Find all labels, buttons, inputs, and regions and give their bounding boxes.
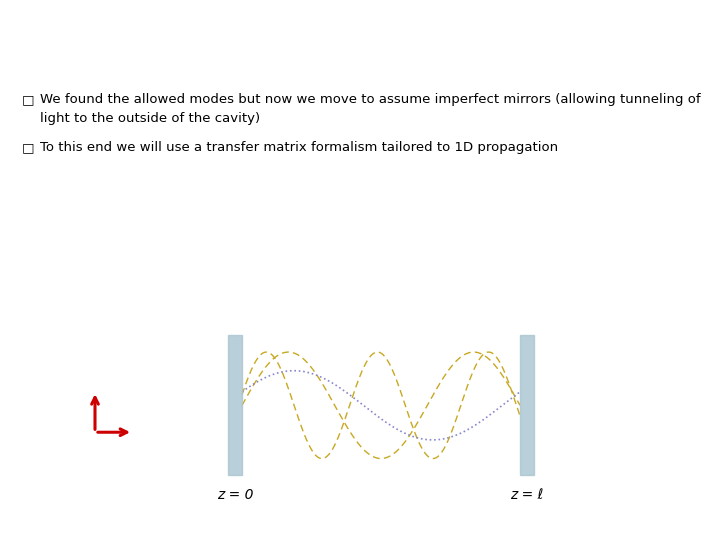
Bar bbox=[228, 335, 242, 475]
Text: □: □ bbox=[22, 141, 35, 154]
Text: □: □ bbox=[22, 93, 35, 106]
Text: z = ℓ: z = ℓ bbox=[510, 488, 544, 502]
Text: We found the allowed modes but now we move to assume imperfect mirrors (allowing: We found the allowed modes but now we mo… bbox=[40, 93, 701, 106]
Bar bbox=[520, 335, 534, 475]
Text: Optical resonators – resonances, finesse, loss rate etc: Optical resonators – resonances, finesse… bbox=[7, 12, 534, 32]
Text: To this end we will use a transfer matrix formalism tailored to 1D propagation: To this end we will use a transfer matri… bbox=[40, 141, 558, 154]
Text: light to the outside of the cavity): light to the outside of the cavity) bbox=[40, 112, 260, 125]
Text: z = 0: z = 0 bbox=[217, 488, 253, 502]
